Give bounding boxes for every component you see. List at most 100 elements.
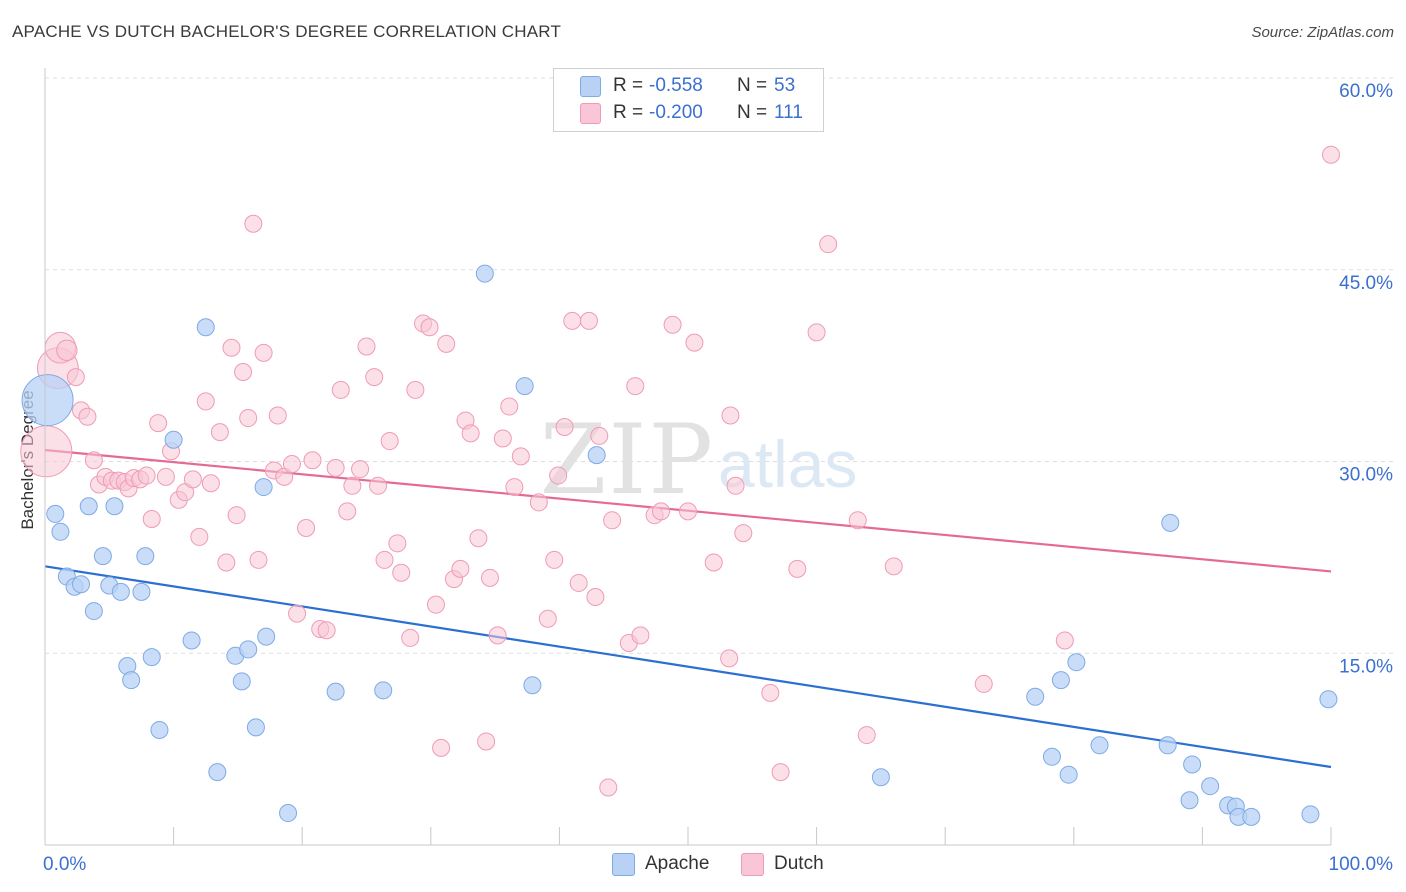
apache-point	[79, 497, 98, 516]
apache-point	[239, 640, 258, 659]
dutch-point	[249, 550, 268, 569]
correlation-legend: R = -0.558 N = 53 R = -0.200 N = 111	[553, 68, 824, 132]
dutch-point	[254, 343, 273, 362]
dutch-point	[1322, 145, 1340, 164]
bottom-legend-dutch[interactable]: Dutch	[741, 852, 824, 876]
dutch-point	[156, 467, 175, 486]
dutch-point	[704, 553, 723, 572]
apache-point	[587, 446, 606, 465]
dutch-point	[549, 466, 568, 485]
dutch-point	[406, 380, 425, 399]
dutch-point	[974, 674, 993, 693]
y-tick-label: 60.0%	[1339, 81, 1393, 102]
dutch-point	[819, 235, 838, 254]
dutch-point	[599, 778, 618, 797]
apache-point	[326, 682, 345, 701]
dutch-point	[685, 333, 704, 352]
legend-n-label: N =	[737, 75, 768, 96]
legend-n-value: 111	[774, 102, 803, 123]
dutch-point	[234, 363, 253, 382]
dutch-point	[807, 323, 826, 342]
dutch-point	[217, 553, 236, 572]
dutch-swatch	[741, 852, 764, 876]
apache-point	[93, 547, 112, 566]
y-tick-label: 30.0%	[1339, 465, 1393, 486]
apache-point	[1158, 736, 1177, 755]
dutch-point	[771, 763, 790, 782]
dutch-point	[461, 424, 480, 443]
dutch-point	[369, 476, 388, 495]
dutch-point	[351, 460, 370, 479]
dutch-point	[511, 447, 530, 466]
dutch-point	[244, 214, 263, 233]
dutch-point	[477, 732, 496, 751]
dutch-point	[56, 339, 78, 361]
dutch-point	[651, 502, 670, 521]
watermark: ZIP atlas	[540, 404, 858, 516]
dutch-point	[268, 406, 287, 425]
dutch-point	[227, 506, 246, 525]
dutch-point	[721, 406, 740, 425]
apache-point	[21, 374, 74, 427]
x-tick-label: 100.0%	[1329, 854, 1394, 875]
dutch-point	[380, 432, 399, 451]
x-tick-label: 0.0%	[43, 854, 86, 875]
apache-point	[515, 377, 534, 396]
dutch-point	[183, 470, 202, 489]
legend-r-value: -0.558	[649, 75, 703, 96]
dutch-point	[480, 568, 499, 587]
dutch-point	[726, 476, 745, 495]
dutch-point	[720, 649, 739, 668]
apache-point	[1319, 690, 1338, 709]
apache-point	[122, 671, 141, 690]
apache-point	[232, 672, 251, 691]
apache-point	[374, 681, 393, 700]
dutch-point	[857, 726, 876, 745]
dutch-point	[545, 550, 564, 569]
apache-point	[1201, 777, 1220, 796]
apache-swatch	[612, 852, 635, 876]
apache-point	[164, 430, 183, 449]
dutch-point	[401, 628, 420, 647]
dutch-point	[734, 524, 753, 543]
dutch-point	[848, 511, 867, 530]
dutch-point	[303, 451, 322, 470]
apache-point	[1183, 755, 1202, 774]
apache-point	[1301, 805, 1320, 824]
dutch-point	[631, 626, 650, 645]
y-tick-label: 15.0%	[1339, 656, 1393, 677]
dutch-point	[469, 529, 488, 548]
dutch-point	[500, 397, 519, 416]
apache-point	[246, 718, 265, 737]
dutch-point	[239, 409, 258, 428]
legend-n-label: N =	[737, 102, 768, 123]
bottom-legend-apache[interactable]: Apache	[612, 852, 709, 876]
dutch-point	[555, 417, 574, 436]
dutch-point	[317, 621, 336, 640]
dutch-point	[563, 311, 582, 330]
dutch-point	[288, 604, 307, 623]
dutch-point	[20, 425, 73, 478]
apache-point	[1090, 736, 1109, 755]
dutch-point	[326, 458, 345, 477]
dutch-point	[488, 626, 507, 645]
dutch-point	[1055, 631, 1074, 650]
apache-point	[1067, 653, 1086, 672]
dutch-point	[884, 557, 903, 576]
apache-point	[105, 497, 124, 516]
dutch-point	[505, 478, 524, 497]
dutch-point	[451, 559, 470, 578]
legend-n-value: 53	[774, 75, 796, 96]
apache-point	[51, 522, 70, 541]
apache-point	[182, 631, 201, 650]
dutch-point	[190, 527, 209, 546]
apache-point	[1180, 791, 1199, 810]
legend-r-label: R =	[613, 75, 644, 96]
apache-point	[257, 627, 276, 646]
dutch-point	[603, 511, 622, 530]
apache-swatch	[580, 75, 601, 97]
data-points	[20, 145, 1340, 826]
dutch-point	[663, 315, 682, 334]
dutch-point	[626, 377, 645, 396]
